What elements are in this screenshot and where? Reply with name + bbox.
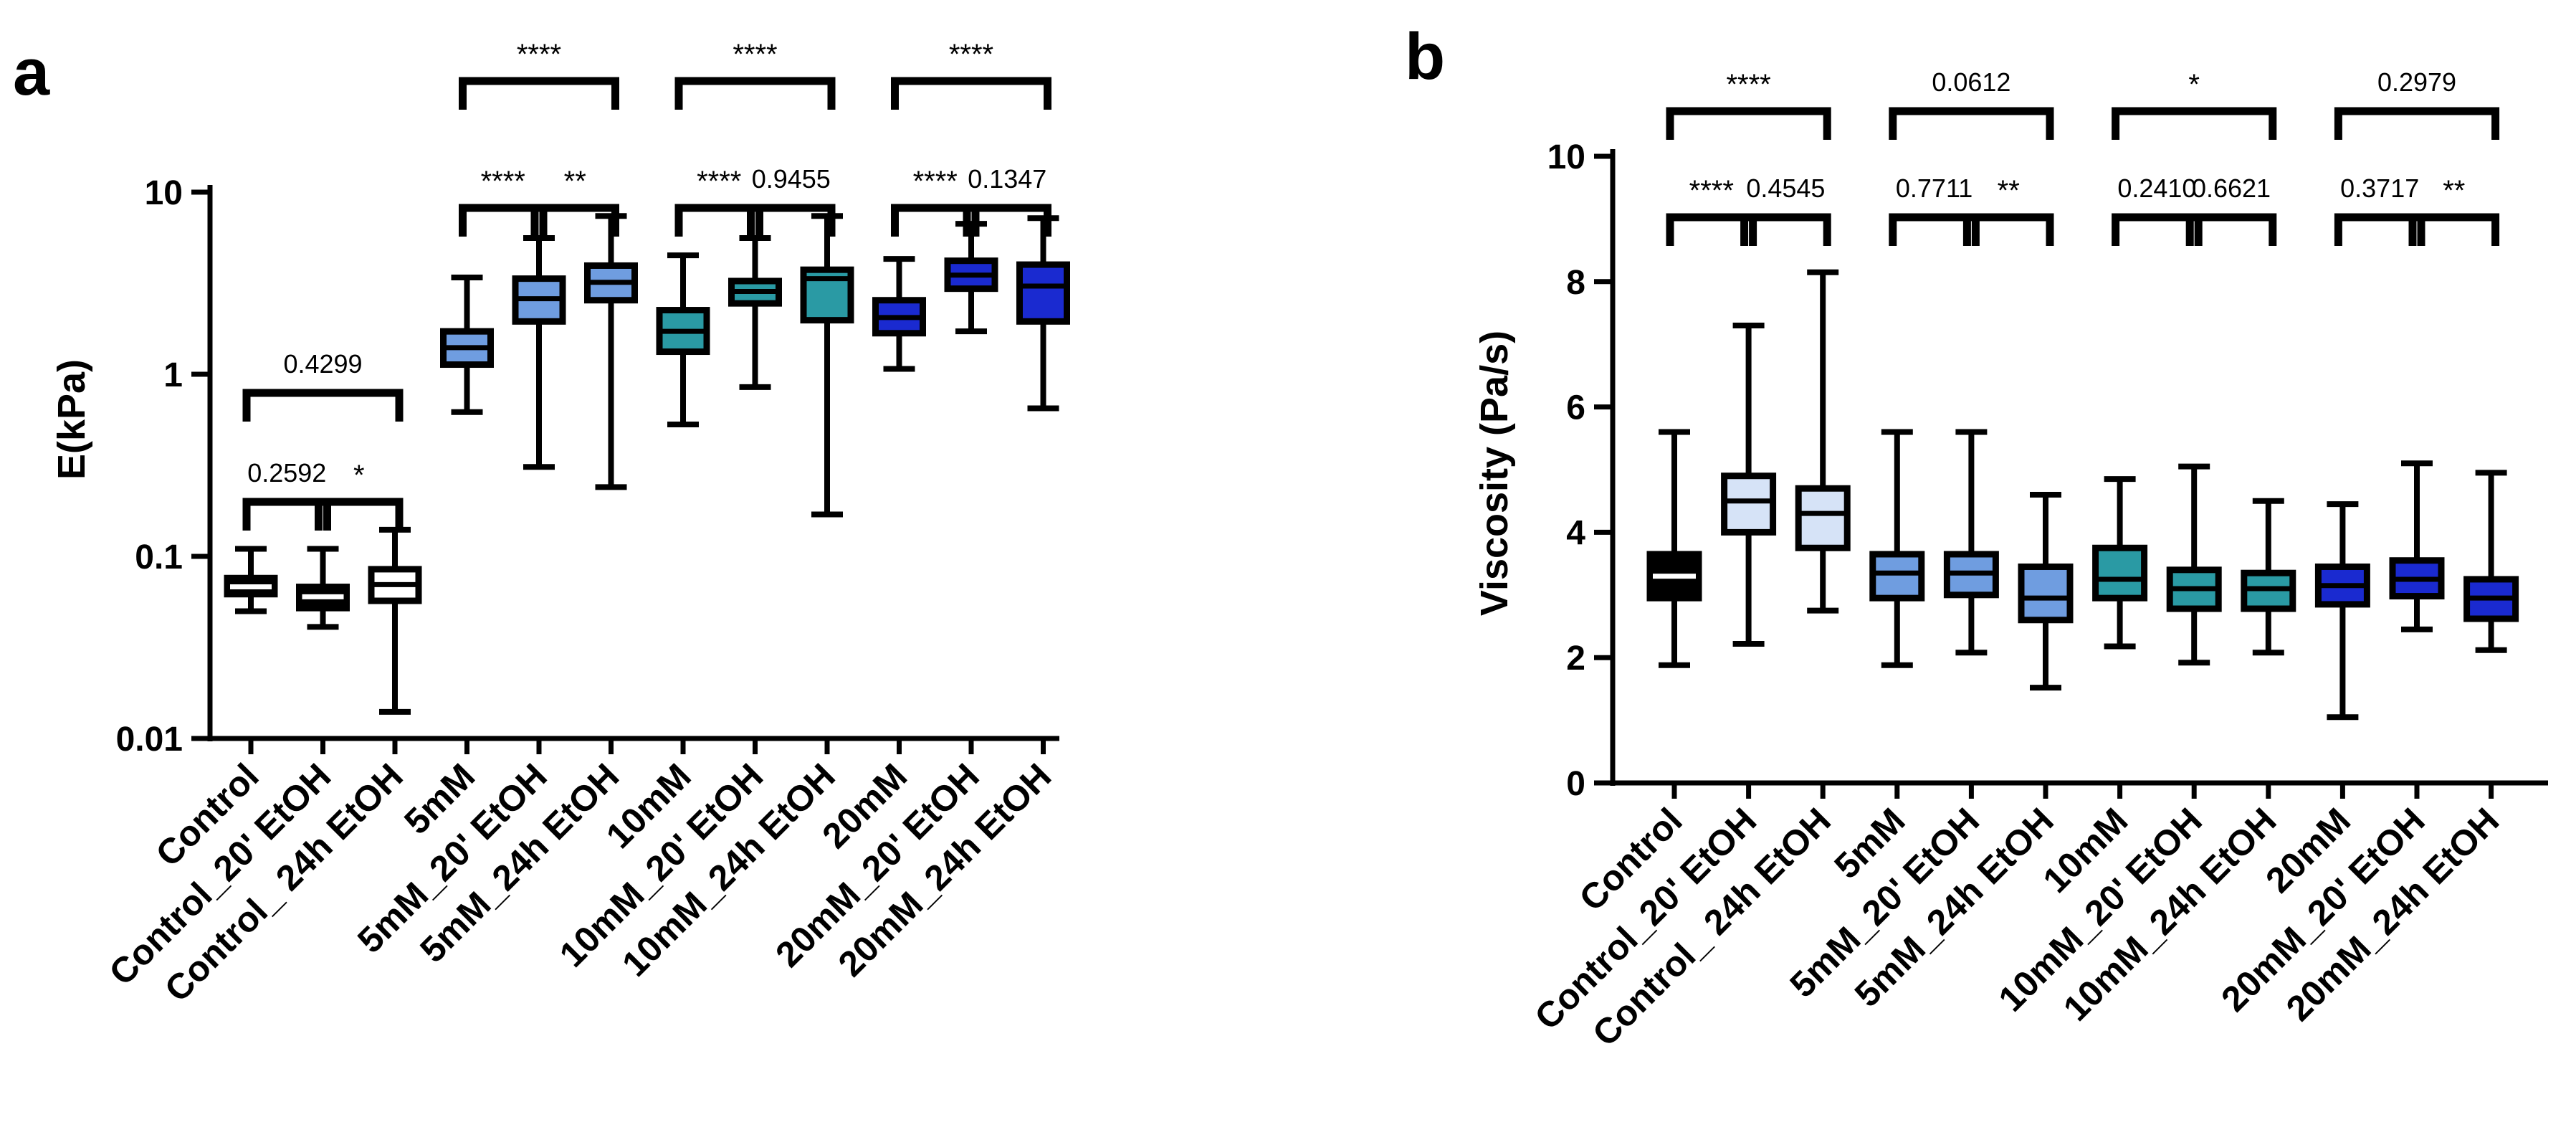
significance-bracket bbox=[1666, 107, 1831, 140]
significance-bracket bbox=[1962, 213, 2054, 246]
significance-label: 0.1347 bbox=[968, 164, 1046, 194]
significance-bracket bbox=[674, 204, 763, 237]
y-axis-title-b: Viscosity (Pa/s) bbox=[1473, 331, 1516, 616]
significance-bracket bbox=[2408, 213, 2500, 246]
significance-label: **** bbox=[733, 39, 777, 70]
significance-label: **** bbox=[697, 166, 741, 197]
significance-bracket bbox=[963, 204, 1051, 237]
significance-bracket bbox=[459, 77, 619, 110]
significance-label: **** bbox=[949, 39, 993, 70]
y-axis-title-a: E(kPa) bbox=[50, 359, 93, 480]
significance-bracket bbox=[242, 389, 404, 422]
significance-brackets-b: **** 0.4545 **** 0.7711 ** 0.0612 0.24100.6621… bbox=[1666, 67, 2500, 246]
significance-bracket bbox=[891, 204, 980, 237]
box bbox=[2092, 544, 2148, 602]
y-tick-label: 0.1 bbox=[135, 538, 183, 576]
significance-bracket bbox=[2112, 213, 2203, 246]
box bbox=[1869, 551, 1925, 602]
significance-bracket bbox=[242, 498, 331, 531]
significance-label: 0.4299 bbox=[283, 349, 362, 379]
axes-a: 0.01 0.1 1 10 bbox=[116, 174, 1059, 759]
significance-bracket bbox=[1666, 213, 1757, 246]
significance-label: **** bbox=[1689, 175, 1734, 206]
significance-label: ** bbox=[564, 166, 586, 197]
significance-label: **** bbox=[517, 39, 561, 70]
y-tick-label: 8 bbox=[1566, 264, 1585, 302]
significance-bracket bbox=[530, 204, 619, 237]
significance-label: **** bbox=[481, 166, 525, 197]
significance-label: 0.7711 bbox=[1896, 174, 1972, 203]
y-tick-label: 10 bbox=[145, 174, 183, 212]
box bbox=[1721, 472, 1777, 536]
significance-bracket bbox=[2334, 213, 2425, 246]
significance-label: **** bbox=[1726, 69, 1770, 100]
significance-bracket bbox=[674, 77, 836, 110]
y-tick-label: 1 bbox=[163, 356, 183, 394]
significance-bracket bbox=[2112, 107, 2277, 140]
significance-bracket bbox=[315, 498, 404, 531]
axes-b: 0 2 4 6 8 10 bbox=[1547, 138, 2548, 803]
significance-label: ** bbox=[2443, 175, 2465, 206]
significance-bracket bbox=[747, 204, 836, 237]
significance-bracket bbox=[1889, 213, 1980, 246]
significance-brackets-a: 0.2592 *0.4299**** ********** 0.9455*******… bbox=[242, 39, 1051, 531]
y-tick-label: 0.01 bbox=[116, 721, 183, 759]
significance-label: 0.2979 bbox=[2377, 67, 2456, 97]
panel-letter-a: a bbox=[13, 36, 50, 109]
significance-bracket bbox=[1740, 213, 1831, 246]
whiskers-b bbox=[1659, 269, 2507, 721]
significance-label: 0.2592 bbox=[247, 458, 326, 488]
y-tick-label: 10 bbox=[1547, 138, 1585, 176]
significance-label: 0.0612 bbox=[1932, 67, 2010, 97]
significance-bracket bbox=[2185, 213, 2277, 246]
box bbox=[2018, 563, 2074, 624]
y-tick-label: 0 bbox=[1566, 765, 1585, 803]
significance-label: * bbox=[2188, 69, 2200, 100]
significance-bracket bbox=[2334, 107, 2500, 140]
significance-bracket bbox=[891, 77, 1051, 110]
significance-bracket bbox=[459, 204, 548, 237]
y-tick-label: 6 bbox=[1566, 389, 1585, 427]
significance-label: * bbox=[353, 460, 365, 491]
significance-label: 0.9455 bbox=[752, 164, 831, 194]
y-tick-label: 2 bbox=[1566, 640, 1585, 678]
significance-label: **** bbox=[913, 166, 958, 197]
boxes-b bbox=[1646, 472, 2519, 624]
boxes-a bbox=[224, 257, 1070, 612]
box bbox=[1795, 485, 1851, 551]
panel-letter-b: b bbox=[1405, 20, 1445, 93]
significance-label: 0.4545 bbox=[1746, 174, 1825, 203]
significance-label: 0.3717 bbox=[2340, 174, 2419, 203]
significance-label: 0.6621 bbox=[2192, 174, 2271, 203]
significance-label: ** bbox=[1998, 175, 2020, 206]
significance-bracket bbox=[1889, 107, 2054, 140]
box bbox=[1016, 261, 1070, 325]
significance-label: 0.2410 bbox=[2117, 174, 2196, 203]
y-tick-label: 4 bbox=[1566, 514, 1585, 552]
whiskers-a bbox=[235, 213, 1059, 715]
